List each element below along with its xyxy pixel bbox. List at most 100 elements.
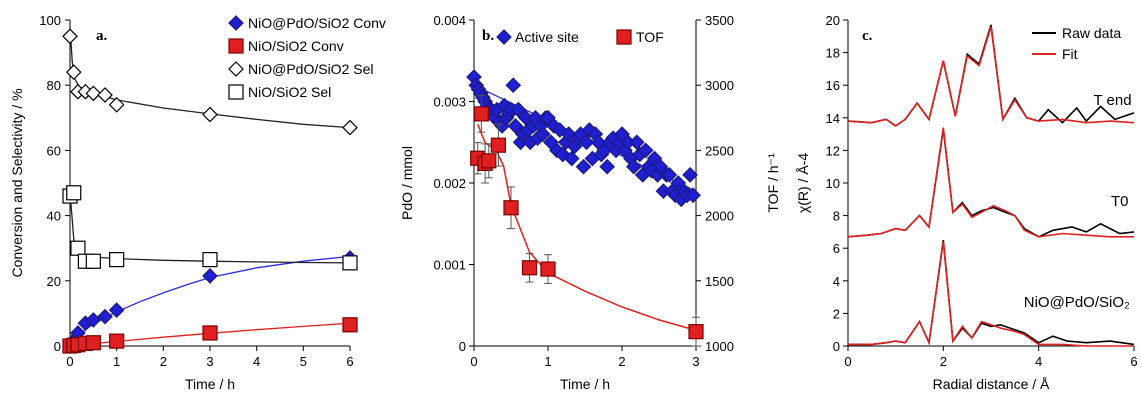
b-data-point: [575, 158, 592, 175]
c-legend-entry: Raw data: [1062, 25, 1121, 41]
a-data-point: [108, 96, 125, 113]
a-data-point: [65, 64, 82, 81]
b-data-point: [481, 153, 497, 169]
a-y-tick-label: 100: [39, 13, 61, 28]
a-x-tick-label: 3: [206, 354, 213, 369]
c-x-tick-label: 4: [1035, 354, 1042, 369]
b-x-axis-label: Time / h: [560, 376, 610, 392]
a-x-tick-label: 0: [66, 354, 73, 369]
c-x-tick-label: 0: [844, 354, 851, 369]
a-y-tick-label: 60: [47, 143, 61, 158]
b-y-tick-label: 0.004: [433, 13, 466, 28]
b-y-tick-label: 0.003: [433, 95, 466, 110]
a-x-tick-label: 5: [300, 354, 307, 369]
b-y2-axis-label: TOF / h⁻¹: [765, 153, 781, 213]
b-y2-tick-label: 3500: [705, 13, 734, 28]
a-data-point: [342, 119, 358, 136]
a-data-point: [342, 317, 358, 333]
c-y-tick-label: 8: [833, 209, 840, 224]
c-x-tick-label: 2: [940, 354, 947, 369]
c-fit-line: [848, 241, 1134, 347]
a-y-tick-label: 0: [54, 339, 61, 354]
c-raw-data-line: [848, 239, 1135, 346]
a-y-tick-label: 40: [47, 209, 61, 224]
c-fit-line: [847, 127, 1134, 238]
b-x-tick-label: 1: [544, 354, 551, 369]
b-y-axis-label: PdO / mmol: [399, 146, 415, 220]
b-data-point: [521, 260, 538, 276]
b-y2-tick-label: 2000: [705, 209, 734, 224]
b-x-tick-label: 0: [470, 354, 477, 369]
a-panel-label: a.: [96, 28, 108, 44]
a-data-point: [202, 268, 218, 284]
b-legend-marker: [496, 29, 512, 45]
a-data-point: [85, 312, 102, 328]
a-x-tick-label: 6: [346, 354, 353, 369]
b-y-tick-label: 0.001: [433, 258, 466, 273]
a-data-point: [85, 335, 101, 351]
c-y-tick-label: 18: [826, 46, 840, 61]
a-y-tick-label: 80: [47, 78, 61, 93]
a-x-tick-label: 2: [160, 354, 167, 369]
a-data-point: [97, 87, 113, 103]
b-data-point: [540, 261, 556, 277]
b-panel-label: b.: [482, 28, 494, 44]
a-x-tick-label: 4: [253, 354, 260, 369]
b-legend-entry: Active site: [515, 29, 579, 45]
c-trace-annotation: NiO@PdO/SiO₂: [1024, 294, 1130, 311]
a-data-point: [85, 85, 102, 102]
c-y-axis-label: χ(R) / Å-4: [795, 153, 811, 213]
b-data-point: [628, 134, 645, 151]
a-data-point: [342, 255, 358, 271]
c-y-tick-label: 0: [833, 339, 840, 354]
a-legend-entry: NiO/SiO2 Conv: [248, 38, 344, 54]
a-data-point: [66, 185, 82, 201]
b-data-point: [534, 126, 551, 142]
a-data-point: [202, 252, 218, 268]
c-y-tick-label: 4: [833, 274, 840, 289]
b-data-point: [661, 167, 678, 183]
c-y-tick-label: 16: [826, 78, 840, 93]
c-trace-annotation: T0: [1111, 193, 1129, 210]
b-data-point: [505, 77, 522, 94]
b-y2-tick-label: 1500: [705, 274, 734, 289]
b-y2-tick-label: 3000: [705, 78, 734, 93]
a-data-point: [85, 253, 101, 269]
b-data-point: [682, 167, 698, 183]
b-data-point: [503, 200, 519, 216]
b-legend-entry: TOF: [636, 29, 664, 45]
c-y-tick-label: 2: [833, 306, 840, 321]
a-legend-entry: NiO/SiO2 Sel: [248, 84, 331, 100]
c-fit-line: [847, 26, 1135, 127]
b-x-tick-label: 3: [692, 354, 699, 369]
b-x-tick-label: 2: [618, 354, 625, 369]
b-data-point: [688, 324, 704, 340]
a-data-point: [202, 106, 218, 123]
a-x-axis-label: Time / h: [185, 376, 235, 392]
b-data-point: [490, 137, 507, 153]
a-legend-marker: [228, 15, 244, 31]
c-x-axis-label: Radial distance / Å: [933, 376, 1050, 392]
c-panel-label: c.: [862, 28, 873, 44]
b-data-point: [685, 187, 701, 204]
c-trace-annotation: T end: [1094, 92, 1132, 109]
a-data-point: [108, 302, 125, 318]
b-legend-marker: [616, 29, 632, 45]
c-raw-data-line: [847, 129, 1135, 238]
b-fit-line: [477, 124, 697, 332]
a-y-axis-label: Conversion and Selectivity / %: [9, 88, 25, 277]
c-y-tick-label: 20: [826, 13, 840, 28]
a-data-point: [109, 333, 125, 349]
b-y-tick-label: 0: [459, 339, 466, 354]
c-x-tick-label: 6: [1130, 354, 1137, 369]
b-data-point: [507, 118, 524, 134]
c-y-tick-label: 12: [826, 143, 840, 158]
b-data-point: [599, 158, 616, 175]
a-legend-entry: NiO@PdO/SiO2 Sel: [248, 61, 373, 77]
c-y-tick-label: 6: [833, 241, 840, 256]
a-legend-marker: [228, 61, 244, 77]
a-data-point: [70, 240, 86, 256]
a-legend-marker: [228, 38, 244, 54]
b-y-tick-label: 0.002: [433, 176, 466, 191]
